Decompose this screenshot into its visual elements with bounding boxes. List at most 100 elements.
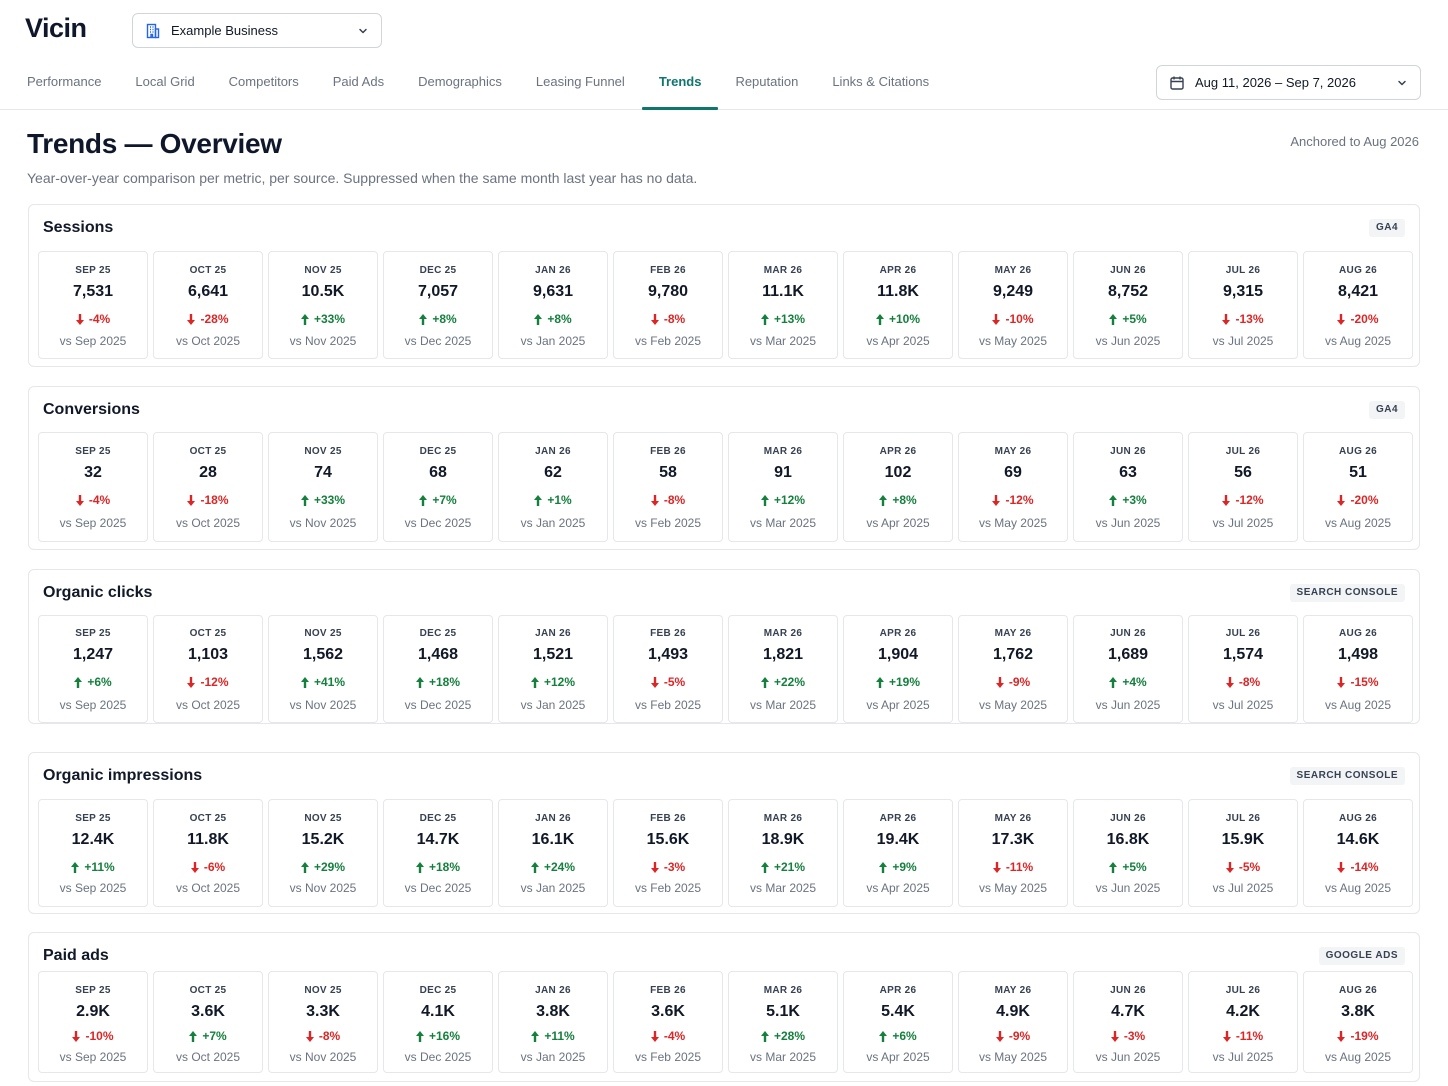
month-card[interactable]: OCT 25 6,641 -28% vs Oct 2025: [153, 251, 263, 359]
month-card[interactable]: JUL 26 9,315 -13% vs Jul 2025: [1188, 251, 1298, 359]
month-card[interactable]: SEP 25 32 -4% vs Sep 2025: [38, 432, 148, 542]
app-logo[interactable]: Vicin: [25, 13, 87, 43]
month-card[interactable]: JAN 26 62 +1% vs Jan 2025: [498, 432, 608, 542]
month-card[interactable]: JUN 26 8,752 +5% vs Jun 2025: [1073, 251, 1183, 359]
month-card[interactable]: MAR 26 1,821 +22% vs Mar 2025: [728, 615, 838, 723]
card-value: 6,641: [187, 283, 229, 300]
tab-demographics[interactable]: Demographics: [418, 74, 502, 89]
arrow-down-icon: [305, 1030, 314, 1042]
card-delta: +8%: [499, 312, 607, 326]
month-card[interactable]: JUN 26 4.7K -3% vs Jun 2025: [1073, 971, 1183, 1073]
card-month: FEB 26: [650, 446, 686, 457]
month-card[interactable]: APR 26 19.4K +9% vs Apr 2025: [843, 799, 953, 907]
month-card[interactable]: DEC 25 1,468 +18% vs Dec 2025: [383, 615, 493, 723]
arrow-up-icon: [530, 861, 539, 873]
card-month: SEP 25: [75, 985, 111, 996]
business-select[interactable]: Example Business: [132, 13, 382, 48]
arrow-down-icon: [1225, 861, 1234, 873]
month-card[interactable]: SEP 25 7,531 -4% vs Sep 2025: [38, 251, 148, 359]
card-month: JUN 26: [1110, 985, 1146, 996]
tab-links-citations[interactable]: Links & Citations: [832, 74, 930, 89]
arrow-up-icon: [300, 676, 309, 688]
card-month: APR 26: [879, 813, 917, 824]
month-card[interactable]: DEC 25 7,057 +8% vs Dec 2025: [383, 251, 493, 359]
month-card[interactable]: FEB 26 3.6K -4% vs Feb 2025: [613, 971, 723, 1073]
card-month: OCT 25: [189, 628, 227, 639]
month-card[interactable]: NOV 25 15.2K +29% vs Nov 2025: [268, 799, 378, 907]
month-card[interactable]: FEB 26 1,493 -5% vs Feb 2025: [613, 615, 723, 723]
month-card[interactable]: JAN 26 1,521 +12% vs Jan 2025: [498, 615, 608, 723]
month-card[interactable]: JAN 26 9,631 +8% vs Jan 2025: [498, 251, 608, 359]
month-card[interactable]: JUN 26 16.8K +5% vs Jun 2025: [1073, 799, 1183, 907]
month-card[interactable]: APR 26 1,904 +19% vs Apr 2025: [843, 615, 953, 723]
card-value: 74: [314, 464, 332, 481]
card-delta: +7%: [384, 493, 492, 507]
tab-reputation[interactable]: Reputation: [735, 74, 799, 89]
tab-leasing-funnel[interactable]: Leasing Funnel: [535, 74, 625, 89]
month-card[interactable]: AUG 26 14.6K -14% vs Aug 2025: [1303, 799, 1413, 907]
card-delta-value: +8%: [432, 312, 457, 326]
month-card[interactable]: JUL 26 56 -12% vs Jul 2025: [1188, 432, 1298, 542]
month-card[interactable]: MAR 26 91 +12% vs Mar 2025: [728, 432, 838, 542]
month-card[interactable]: MAR 26 18.9K +21% vs Mar 2025: [728, 799, 838, 907]
month-card[interactable]: MAY 26 69 -12% vs May 2025: [958, 432, 1068, 542]
month-card[interactable]: NOV 25 1,562 +41% vs Nov 2025: [268, 615, 378, 723]
card-month: MAR 26: [763, 628, 803, 639]
section-title: Sessions: [43, 219, 114, 236]
tab-paid-ads[interactable]: Paid Ads: [332, 74, 385, 89]
month-card[interactable]: FEB 26 9,780 -8% vs Feb 2025: [613, 251, 723, 359]
card-value: 9,249: [992, 283, 1034, 300]
month-card[interactable]: JAN 26 16.1K +24% vs Jan 2025: [498, 799, 608, 907]
card-value: 62: [544, 464, 562, 481]
month-card[interactable]: JUL 26 4.2K -11% vs Jul 2025: [1188, 971, 1298, 1073]
month-card[interactable]: OCT 25 3.6K +7% vs Oct 2025: [153, 971, 263, 1073]
month-card[interactable]: JUL 26 1,574 -8% vs Jul 2025: [1188, 615, 1298, 723]
date-range-select[interactable]: Aug 11, 2026 – Sep 7, 2026: [1156, 65, 1421, 100]
month-card[interactable]: AUG 26 1,498 -15% vs Aug 2025: [1303, 615, 1413, 723]
month-cards: SEP 25 1,247 +6% vs Sep 2025 OCT 25 1,103 -12%…: [38, 615, 1413, 723]
month-card[interactable]: NOV 25 3.3K -8% vs Nov 2025: [268, 971, 378, 1073]
month-card[interactable]: MAY 26 17.3K -11% vs May 2025: [958, 799, 1068, 907]
month-card[interactable]: MAR 26 5.1K +28% vs Mar 2025: [728, 971, 838, 1073]
month-card[interactable]: FEB 26 58 -8% vs Feb 2025: [613, 432, 723, 542]
month-card[interactable]: JAN 26 3.8K +11% vs Jan 2025: [498, 971, 608, 1073]
source-badge: SEARCH CONSOLE: [1289, 767, 1405, 785]
card-delta-value: -11%: [1005, 860, 1034, 874]
arrow-down-icon: [992, 861, 1001, 873]
arrow-down-icon: [187, 676, 196, 688]
month-card[interactable]: MAY 26 1,762 -9% vs May 2025: [958, 615, 1068, 723]
tab-competitors[interactable]: Competitors: [228, 74, 299, 89]
month-card[interactable]: JUL 26 15.9K -5% vs Jul 2025: [1188, 799, 1298, 907]
month-card[interactable]: SEP 25 2.9K -10% vs Sep 2025: [38, 971, 148, 1073]
month-card[interactable]: DEC 25 68 +7% vs Dec 2025: [383, 432, 493, 542]
month-card[interactable]: SEP 25 12.4K +11% vs Sep 2025: [38, 799, 148, 907]
month-card[interactable]: MAY 26 9,249 -10% vs May 2025: [958, 251, 1068, 359]
card-delta: +11%: [499, 1029, 607, 1043]
month-card[interactable]: NOV 25 10.5K +33% vs Nov 2025: [268, 251, 378, 359]
month-card[interactable]: MAR 26 11.1K +13% vs Mar 2025: [728, 251, 838, 359]
month-card[interactable]: JUN 26 63 +3% vs Jun 2025: [1073, 432, 1183, 542]
month-card[interactable]: FEB 26 15.6K -3% vs Feb 2025: [613, 799, 723, 907]
month-card[interactable]: APR 26 11.8K +10% vs Apr 2025: [843, 251, 953, 359]
month-card[interactable]: APR 26 5.4K +6% vs Apr 2025: [843, 971, 953, 1073]
month-card[interactable]: APR 26 102 +8% vs Apr 2025: [843, 432, 953, 542]
month-card[interactable]: OCT 25 11.8K -6% vs Oct 2025: [153, 799, 263, 907]
tab-trends[interactable]: Trends: [641, 62, 719, 110]
card-month: APR 26: [879, 628, 917, 639]
month-card[interactable]: AUG 26 3.8K -19% vs Aug 2025: [1303, 971, 1413, 1073]
tab-local-grid[interactable]: Local Grid: [135, 74, 195, 89]
month-card[interactable]: AUG 26 51 -20% vs Aug 2025: [1303, 432, 1413, 542]
month-card[interactable]: AUG 26 8,421 -20% vs Aug 2025: [1303, 251, 1413, 359]
month-card[interactable]: DEC 25 4.1K +16% vs Dec 2025: [383, 971, 493, 1073]
month-card[interactable]: OCT 25 1,103 -12% vs Oct 2025: [153, 615, 263, 723]
month-card[interactable]: JUN 26 1,689 +4% vs Jun 2025: [1073, 615, 1183, 723]
month-card[interactable]: NOV 25 74 +33% vs Nov 2025: [268, 432, 378, 542]
arrow-up-icon: [530, 676, 539, 688]
month-card[interactable]: MAY 26 4.9K -9% vs May 2025: [958, 971, 1068, 1073]
month-card[interactable]: OCT 25 28 -18% vs Oct 2025: [153, 432, 263, 542]
card-delta-value: -12%: [1005, 493, 1034, 507]
tab-performance[interactable]: Performance: [27, 74, 102, 89]
card-compare: vs Mar 2025: [749, 698, 817, 712]
month-card[interactable]: DEC 25 14.7K +18% vs Dec 2025: [383, 799, 493, 907]
month-card[interactable]: SEP 25 1,247 +6% vs Sep 2025: [38, 615, 148, 723]
